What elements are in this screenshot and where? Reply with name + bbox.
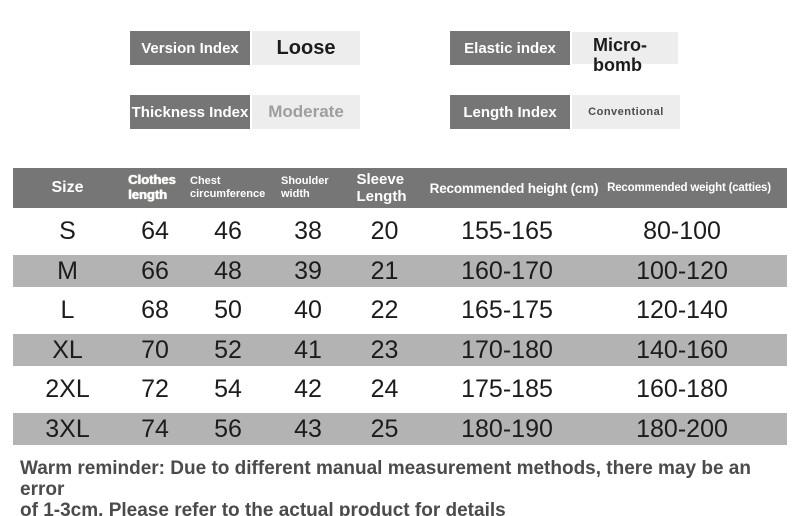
cell-sleeve: 25 bbox=[370, 414, 399, 443]
header-recommended-weight-text: Recommended weight (catties) bbox=[607, 182, 771, 194]
cell-size: 3XL bbox=[45, 414, 90, 443]
header-recommended-height: Recommended height (cm) bbox=[427, 168, 601, 208]
table-row-xl: XL 70 52 41 23 170-180 140-160 bbox=[13, 334, 787, 366]
elastic-index-label: Elastic index bbox=[450, 31, 570, 65]
cell-height: 180-190 bbox=[461, 414, 553, 443]
thickness-index-label-text: Thickness Index bbox=[131, 103, 249, 121]
header-recommended-weight: Recommended weight (catties) bbox=[601, 168, 787, 208]
cell-shoulder: 39 bbox=[294, 256, 322, 285]
cell-weight: 80-100 bbox=[643, 217, 721, 245]
cell-clothes-length: 64 bbox=[141, 217, 169, 245]
header-clothes-length-text: Clothes length bbox=[128, 172, 176, 202]
length-index-label: Length Index bbox=[450, 95, 570, 129]
thickness-index-value-text: Moderate bbox=[268, 102, 344, 121]
cell-weight: 160-180 bbox=[636, 375, 728, 403]
cell-weight: 120-140 bbox=[636, 296, 728, 324]
cell-shoulder: 38 bbox=[294, 217, 322, 245]
table-row-2xl: 2XL 72 54 42 24 175-185 160-180 bbox=[13, 366, 787, 413]
length-index-value-text: Conventional bbox=[588, 106, 664, 118]
cell-sleeve: 24 bbox=[370, 375, 399, 403]
thickness-index-value: Moderate bbox=[252, 95, 360, 129]
cell-size: S bbox=[59, 217, 76, 245]
cell-shoulder: 43 bbox=[294, 414, 322, 443]
version-index-label-text: Version Index bbox=[141, 39, 239, 57]
cell-clothes-length: 70 bbox=[141, 335, 169, 364]
elastic-index-label-text: Elastic index bbox=[464, 39, 556, 57]
header-size: Size bbox=[13, 168, 110, 208]
length-index-value: Conventional bbox=[572, 95, 680, 129]
cell-shoulder: 41 bbox=[294, 335, 322, 364]
version-index-label: Version Index bbox=[130, 31, 250, 65]
cell-size: 2XL bbox=[45, 375, 90, 403]
cell-weight: 100-120 bbox=[636, 256, 728, 285]
cell-height: 175-185 bbox=[461, 375, 553, 403]
cell-size: M bbox=[57, 256, 78, 285]
cell-clothes-length: 72 bbox=[141, 375, 169, 403]
cell-height: 155-165 bbox=[461, 217, 553, 245]
table-row-3xl: 3XL 74 56 43 25 180-190 180-200 bbox=[13, 413, 787, 445]
cell-sleeve: 23 bbox=[370, 335, 399, 364]
cell-clothes-length: 66 bbox=[141, 256, 169, 285]
cell-size: XL bbox=[52, 335, 83, 364]
table-row-l: L 68 50 40 22 165-175 120-140 bbox=[13, 287, 787, 334]
cell-sleeve: 21 bbox=[370, 256, 399, 285]
length-index-label-text: Length Index bbox=[463, 103, 557, 121]
cell-sleeve: 22 bbox=[370, 296, 399, 324]
cell-clothes-length: 68 bbox=[141, 296, 169, 324]
header-shoulder-width: Shoulder width bbox=[266, 168, 342, 208]
cell-size: L bbox=[60, 296, 75, 324]
header-shoulder-width-text: Shoulder width bbox=[281, 175, 329, 200]
version-index-value-text: Loose bbox=[276, 36, 336, 59]
cell-height: 170-180 bbox=[461, 335, 553, 364]
header-clothes-length: Clothes length bbox=[110, 168, 190, 208]
header-chest-circumference-text: Chest circumference bbox=[190, 175, 266, 200]
cell-height: 165-175 bbox=[461, 296, 553, 324]
cell-chest: 48 bbox=[214, 256, 242, 285]
size-table-header: Size Clothes length Chest circumference … bbox=[13, 168, 787, 208]
header-sleeve-length-text: Sleeve Length bbox=[356, 170, 407, 205]
size-table-rows: S 64 46 38 20 155-165 80-100 M 66 48 39 21 160-170 10… bbox=[13, 208, 787, 445]
elastic-index-value: Micro-bomb bbox=[572, 32, 678, 75]
size-table: Size Clothes length Chest circumference … bbox=[13, 168, 787, 445]
warm-reminder-note: Warm reminder: Due to different manual m… bbox=[20, 458, 751, 516]
cell-chest: 50 bbox=[214, 296, 242, 324]
header-recommended-height-text: Recommended height (cm) bbox=[429, 180, 599, 196]
version-index-value: Loose bbox=[252, 31, 360, 65]
header-size-text: Size bbox=[51, 178, 84, 196]
header-sleeve-length: Sleeve Length bbox=[342, 168, 427, 208]
cell-clothes-length: 74 bbox=[141, 414, 169, 443]
cell-chest: 56 bbox=[214, 414, 242, 443]
cell-chest: 46 bbox=[214, 217, 242, 245]
cell-chest: 54 bbox=[214, 375, 242, 403]
cell-weight: 140-160 bbox=[636, 335, 728, 364]
cell-chest: 52 bbox=[214, 335, 242, 364]
cell-weight: 180-200 bbox=[636, 414, 728, 443]
cell-sleeve: 20 bbox=[370, 217, 399, 245]
header-chest-circumference: Chest circumference bbox=[190, 168, 266, 208]
thickness-index-label: Thickness Index bbox=[130, 95, 250, 129]
table-row-s: S 64 46 38 20 155-165 80-100 bbox=[13, 208, 787, 255]
cell-height: 160-170 bbox=[461, 256, 553, 285]
elastic-index-value-text: Micro-bomb bbox=[593, 35, 647, 75]
cell-shoulder: 42 bbox=[294, 375, 322, 403]
cell-shoulder: 40 bbox=[294, 296, 322, 324]
table-row-m: M 66 48 39 21 160-170 100-120 bbox=[13, 255, 787, 287]
